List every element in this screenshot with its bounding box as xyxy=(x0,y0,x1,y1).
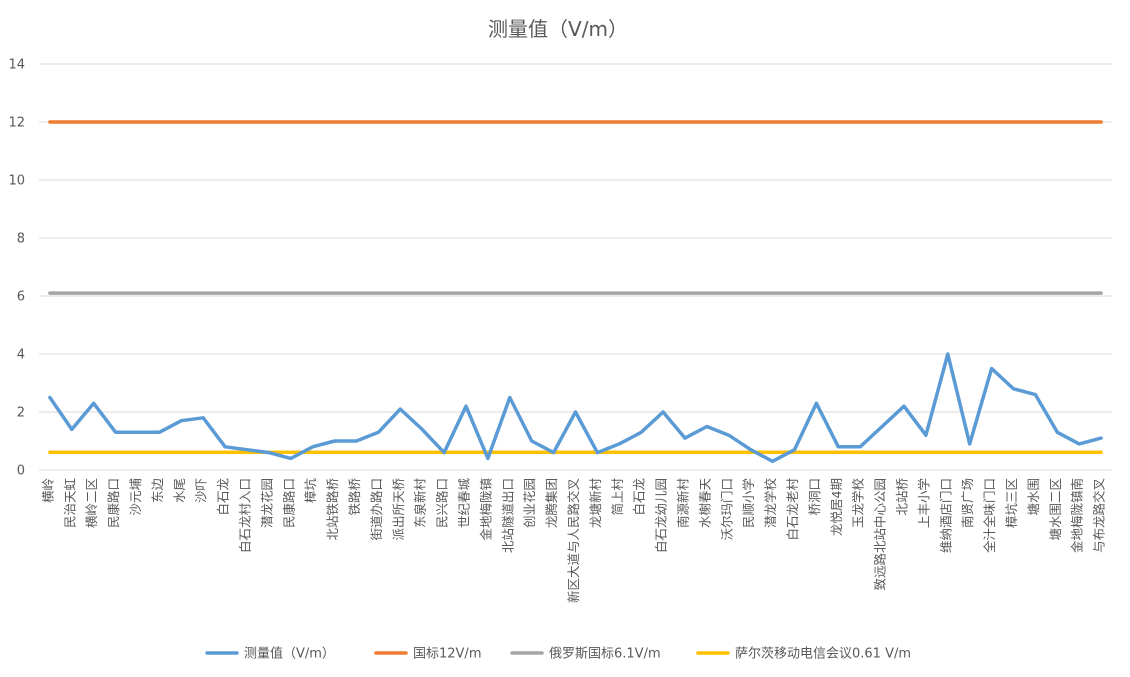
y-tick-label: 4 xyxy=(17,348,25,363)
x-tick-label: 致远路北站中心公园 xyxy=(873,478,888,591)
x-tick-label: 沃尔玛门口 xyxy=(719,478,734,541)
x-tick-label: 塘水围 xyxy=(1026,478,1041,516)
legend-label: 测量值（V/m） xyxy=(244,646,335,662)
x-tick-label: 街道办路口 xyxy=(369,478,384,541)
y-tick-label: 10 xyxy=(8,174,25,189)
x-tick-label: 民康路口 xyxy=(281,478,296,528)
y-axis-ticks: 0 2 4 6 8 10 12 14 xyxy=(8,58,25,479)
gridlines xyxy=(39,63,1112,471)
x-tick-label: 水榭春天 xyxy=(697,478,712,529)
x-tick-label: 金地梅陇镇南 xyxy=(1070,478,1085,553)
x-axis-ticks: 横岭 民治天虹 横岭二区 民康路口 沙元埔 东边 水尾 沙吓 白石龙 白石龙村入口 潜龙花园 民康路口… xyxy=(40,478,1106,604)
legend: 测量值（V/m） 国标12V/m 俄罗斯国标6.1V/m 萨尔茨移动电信会议0.61 … xyxy=(205,646,911,662)
series-line xyxy=(48,352,1103,464)
x-tick-label: 横岭 xyxy=(40,478,55,503)
x-tick-label: 派出所天桥 xyxy=(391,478,406,541)
legend-label: 俄罗斯国标6.1V/m xyxy=(549,647,661,662)
x-tick-label: 民治天虹 xyxy=(62,478,77,529)
x-tick-label: 白石龙 xyxy=(216,478,231,516)
x-tick-label: 樟坑 xyxy=(303,478,318,504)
y-tick-label: 12 xyxy=(8,116,25,131)
x-tick-label: 白石龙 xyxy=(632,478,647,516)
x-tick-label: 潜龙学校 xyxy=(763,478,778,529)
x-tick-label: 潜龙花园 xyxy=(259,478,274,528)
x-tick-label: 玉龙学校 xyxy=(851,478,866,529)
x-tick-label: 全汁全味门口 xyxy=(982,478,997,553)
x-tick-label: 横岭二区 xyxy=(84,478,99,528)
x-tick-label: 樟坑三区 xyxy=(1004,478,1019,528)
x-tick-label: 金地梅陇镇 xyxy=(478,478,493,541)
x-tick-label: 世纪春城 xyxy=(457,478,472,529)
x-tick-label: 北站铁路桥 xyxy=(325,478,340,541)
x-tick-label: 简上村 xyxy=(610,478,625,516)
x-tick-label: 塘水围二区 xyxy=(1048,478,1063,541)
series-lines xyxy=(48,120,1103,464)
x-tick-label: 东泉新村 xyxy=(413,478,428,529)
x-tick-label: 南贤广场 xyxy=(960,478,975,528)
x-tick-label: 上丰小学 xyxy=(916,478,931,528)
y-tick-label: 2 xyxy=(17,406,25,421)
x-tick-label: 水尾 xyxy=(172,478,187,503)
y-tick-label: 14 xyxy=(8,58,25,73)
x-tick-label: 白石龙村入口 xyxy=(238,478,253,553)
x-tick-label: 龙腾集团 xyxy=(544,478,559,528)
x-tick-label: 民兴路口 xyxy=(435,478,450,528)
y-tick-label: 0 xyxy=(17,464,25,479)
x-tick-label: 铁路桥 xyxy=(347,478,362,516)
x-tick-label: 南源新村 xyxy=(675,478,690,529)
x-tick-label: 白石龙幼儿园 xyxy=(654,478,669,553)
x-tick-label: 北站隧道出口 xyxy=(500,478,515,553)
x-tick-label: 民顺小学 xyxy=(741,478,756,528)
x-tick-label: 维纳酒店门口 xyxy=(938,478,953,553)
x-tick-label: 北站桥 xyxy=(894,478,909,516)
x-tick-label: 沙吓 xyxy=(194,478,209,503)
x-tick-label: 东边 xyxy=(150,478,165,504)
x-tick-label: 新区大道与人民路交叉 xyxy=(566,478,581,604)
x-tick-label: 桥洞口 xyxy=(807,478,822,516)
x-tick-label: 龙塘新村 xyxy=(588,478,603,529)
legend-label: 国标12V/m xyxy=(413,647,481,662)
y-tick-label: 6 xyxy=(17,290,25,305)
x-tick-label: 与布龙路交叉 xyxy=(1092,478,1107,554)
x-tick-label: 龙悦居4期 xyxy=(829,478,844,536)
x-tick-label: 白石龙老村 xyxy=(785,478,800,541)
chart-title: 测量值（V/m） xyxy=(488,17,628,41)
x-tick-label: 创业花园 xyxy=(522,478,537,528)
legend-label: 萨尔茨移动电信会议0.61 V/m xyxy=(735,647,911,662)
x-tick-label: 民康路口 xyxy=(106,478,121,528)
y-tick-label: 8 xyxy=(17,232,25,247)
x-tick-label: 沙元埔 xyxy=(128,478,143,516)
